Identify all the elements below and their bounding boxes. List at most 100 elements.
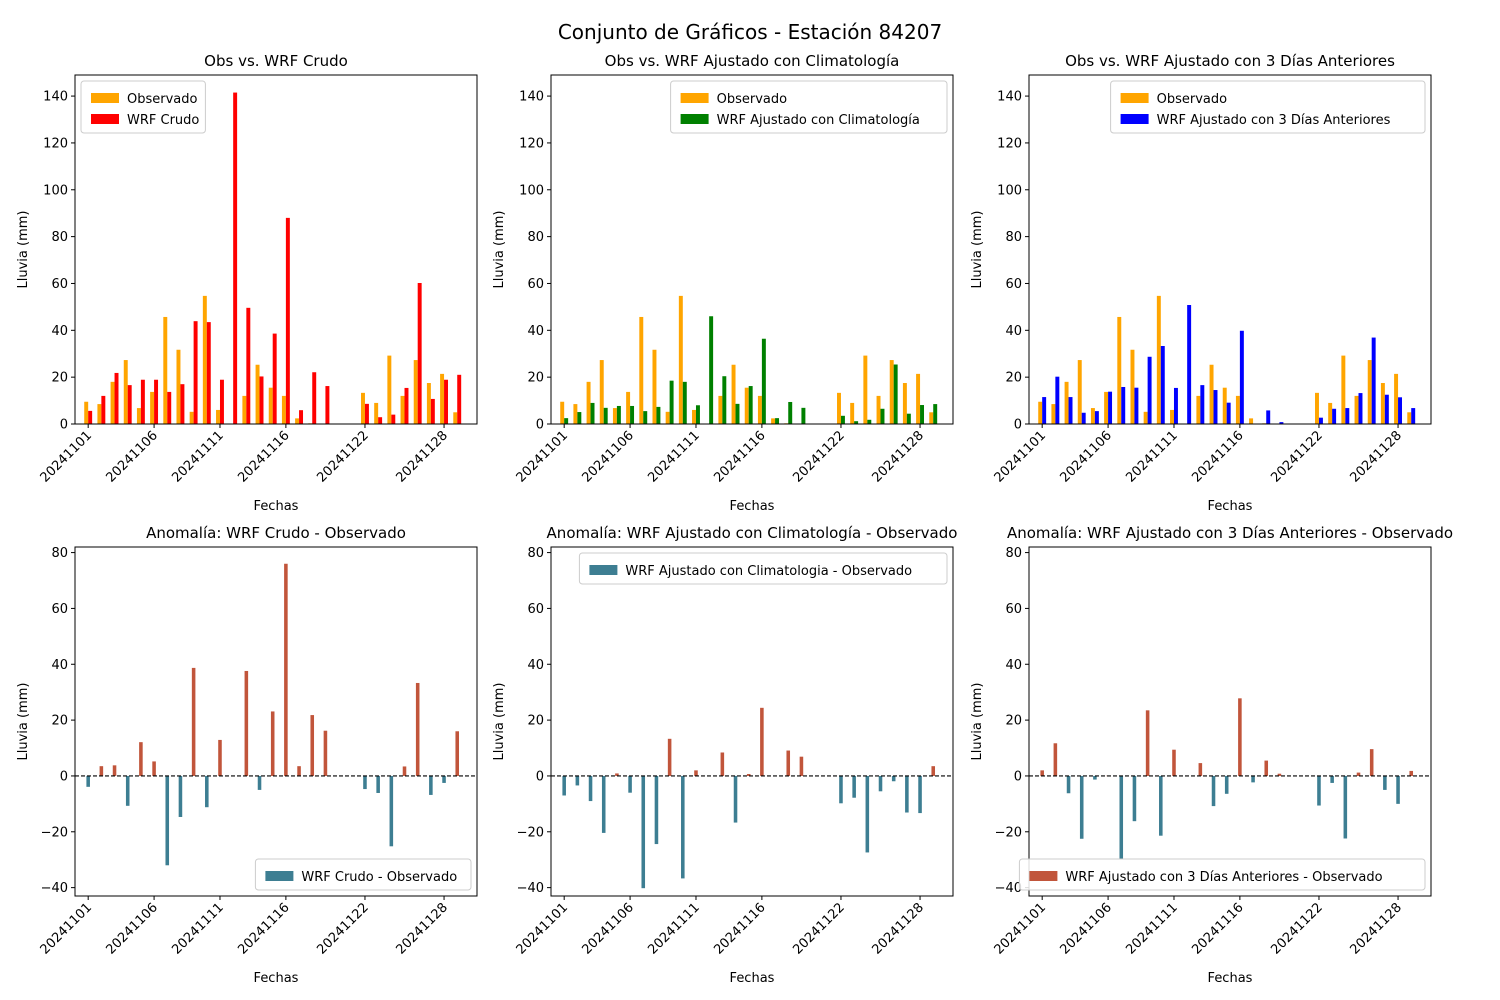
- bar-wrf-20241112: [1187, 305, 1192, 424]
- bar-anomalia-20241126: [415, 682, 420, 776]
- y-tick-label: 0: [536, 769, 544, 784]
- bar-observado-20241113: [242, 395, 247, 424]
- y-tick-label: 140: [519, 90, 544, 105]
- bar-anomalia-20241129: [1409, 770, 1414, 776]
- legend-swatch: [91, 93, 119, 103]
- bar-observado-20241102: [1051, 404, 1056, 424]
- bar-observado-20241109: [189, 411, 194, 424]
- chart-title: Obs vs. WRF Ajustado con Climatología: [605, 52, 900, 70]
- x-tick-label: 20241106: [104, 428, 161, 485]
- bar-wrf-20241128: [920, 405, 925, 424]
- bar-observado-20241126: [1367, 360, 1372, 424]
- y-tick-label: 40: [51, 324, 68, 339]
- bar-anomalia-20241122: [1317, 775, 1321, 806]
- y-tick-label: 20: [51, 371, 68, 386]
- bar-observado-20241125: [400, 395, 405, 424]
- bar-observado-20241105: [1090, 408, 1095, 424]
- bar-observado-20241104: [123, 360, 128, 424]
- x-tick-label: 20241101: [514, 428, 571, 485]
- x-axis-label: Fechas: [254, 971, 299, 986]
- y-axis-label: Lluvia (mm): [970, 211, 985, 289]
- bar-wrf-20241103: [114, 372, 119, 424]
- bar-wrf-20241103: [590, 402, 595, 424]
- bar-anomalia-20241107: [1119, 775, 1124, 860]
- bars: [1038, 295, 1416, 424]
- bar-anomalia-20241104: [601, 775, 606, 833]
- bar-observado-20241122: [837, 392, 841, 424]
- x-tick-label: 20241122: [790, 428, 847, 485]
- x-tick-label: 20241116: [1189, 900, 1246, 957]
- bar-wrf-20241108: [180, 384, 185, 424]
- bar-anomalia-20241111: [218, 739, 222, 776]
- y-tick-label: 0: [1014, 769, 1022, 784]
- y-tick-label: 40: [527, 324, 544, 339]
- legend-label: WRF Ajustado con 3 Días Anteriores: [1157, 113, 1391, 128]
- bar-observado-20241106: [150, 391, 155, 424]
- bar-observado-20241117: [771, 418, 776, 424]
- y-axis-label: Lluvia (mm): [16, 683, 31, 761]
- legend: Observado WRF Crudo: [80, 80, 206, 134]
- bar-anomalia-20241125: [878, 775, 883, 792]
- bar-anomalia-20241124: [389, 775, 394, 847]
- bar-wrf-20241113: [722, 376, 727, 424]
- bars: [84, 92, 462, 425]
- bar-observado-20241114: [731, 364, 736, 424]
- y-tick-label: 80: [51, 546, 68, 561]
- x-tick-label: 20241128: [1347, 900, 1404, 957]
- legend: WRF Ajustado con Climatologia - Observad…: [578, 552, 948, 585]
- bar-anomalia-20241117: [1251, 775, 1255, 783]
- bar-anomalia-20241107: [165, 775, 170, 866]
- x-tick-label: 20241106: [580, 428, 637, 485]
- legend-label: WRF Crudo - Observado: [301, 870, 457, 885]
- bar-wrf-20241103: [1068, 397, 1073, 424]
- bar-wrf-20241128: [444, 379, 449, 424]
- x-tick-label: 20241111: [645, 428, 702, 485]
- bar-wrf-20241116: [1239, 330, 1244, 424]
- bar-observado-20241117: [1249, 418, 1254, 424]
- bar-anomalia-20241129: [455, 731, 460, 776]
- y-tick-label: 40: [527, 658, 544, 673]
- bar-observado-20241105: [612, 408, 617, 424]
- bar-observado-20241108: [176, 349, 181, 424]
- bar-wrf-20241112: [233, 92, 238, 425]
- bar-observado-20241123: [1328, 402, 1333, 424]
- y-tick-label: 100: [997, 183, 1022, 198]
- bar-wrf-20241117: [775, 418, 780, 424]
- bar-wrf-20241124: [1345, 408, 1350, 424]
- bar-observado-20241107: [639, 316, 644, 424]
- bar-observado-20241110: [202, 295, 207, 424]
- bar-observado-20241103: [1064, 381, 1069, 424]
- x-tick-label: 20241111: [1123, 900, 1180, 957]
- figure-title: Conjunto de Gráficos - Estación 84207: [558, 20, 942, 44]
- legend-label: WRF Ajustado con Climatologia - Observad…: [625, 564, 912, 579]
- y-tick-label: −20: [517, 825, 544, 840]
- legend-swatch: [680, 93, 709, 103]
- legend-box: [254, 858, 472, 891]
- bar-observado-20241111: [692, 409, 696, 424]
- x-axis-label: Fechas: [730, 499, 775, 514]
- plot-frame: [74, 546, 478, 897]
- x-tick-label: 20241122: [1268, 428, 1325, 485]
- bar-wrf-20241127: [430, 398, 435, 424]
- legend-box: [1110, 80, 1426, 134]
- bar-anomalia-20241122: [363, 775, 367, 790]
- bar-observado-20241115: [1222, 387, 1227, 424]
- bar-anomalia-20241101: [86, 775, 90, 787]
- bar-wrf-20241111: [1173, 387, 1178, 424]
- bar-anomalia-20241107: [641, 775, 646, 889]
- bar-anomalia-20241126: [891, 775, 896, 782]
- legend-label: Observado: [1157, 92, 1228, 107]
- bar-wrf-20241113: [246, 307, 251, 424]
- bar-observado-20241125: [876, 395, 881, 424]
- y-tick-label: 60: [527, 277, 544, 292]
- bar-anomalia-20241113: [244, 670, 249, 776]
- bar-anomalia-20241127: [905, 775, 909, 813]
- bar-observado-20241106: [626, 391, 631, 424]
- bar-anomalia-20241102: [1053, 743, 1058, 776]
- bar-wrf-20241129: [1411, 408, 1416, 424]
- x-tick-label: 20241111: [169, 900, 226, 957]
- bar-wrf-20241116: [285, 217, 290, 424]
- bar-observado-20241104: [599, 360, 604, 424]
- bar-observado-20241127: [902, 383, 907, 424]
